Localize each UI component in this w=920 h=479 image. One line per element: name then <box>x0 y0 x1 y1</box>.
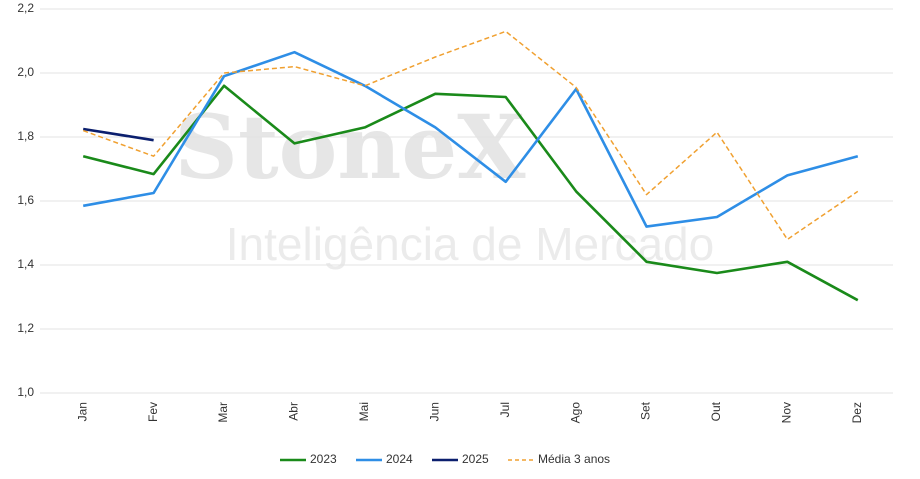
y-tick-label: 1,6 <box>17 193 34 207</box>
series-line <box>82 50 859 228</box>
x-tick-label: Ago <box>568 402 582 424</box>
watermark: Inteligência de Mercado <box>226 218 714 270</box>
watermark: StoneX <box>174 95 526 199</box>
x-tick-label: Mai <box>357 402 371 421</box>
x-tick-label: Out <box>709 401 723 421</box>
legend-label: 2024 <box>386 452 413 466</box>
legend-label: Média 3 anos <box>538 452 610 466</box>
y-tick-label: 1,0 <box>17 385 34 399</box>
series-line <box>82 84 859 302</box>
x-tick-label: Abr <box>287 402 301 421</box>
y-tick-label: 2,0 <box>17 65 34 79</box>
x-tick-label: Mar <box>216 402 230 423</box>
y-tick-label: 1,4 <box>17 257 34 271</box>
y-tick-label: 1,2 <box>17 321 34 335</box>
x-tick-label: Jun <box>427 402 441 421</box>
x-tick-label: Set <box>639 401 653 420</box>
x-tick-label: Nov <box>780 402 794 423</box>
y-tick-label: 2,2 <box>17 1 34 15</box>
x-tick-label: Jan <box>75 402 89 421</box>
x-tick-label: Fev <box>146 402 160 422</box>
legend-label: 2025 <box>462 452 489 466</box>
y-tick-label: 1,8 <box>17 129 34 143</box>
x-tick-label: Jul <box>498 402 512 417</box>
series-line <box>82 30 859 241</box>
series-line <box>83 127 154 142</box>
legend-label: 2023 <box>310 452 337 466</box>
x-tick-label: Dez <box>850 402 864 423</box>
